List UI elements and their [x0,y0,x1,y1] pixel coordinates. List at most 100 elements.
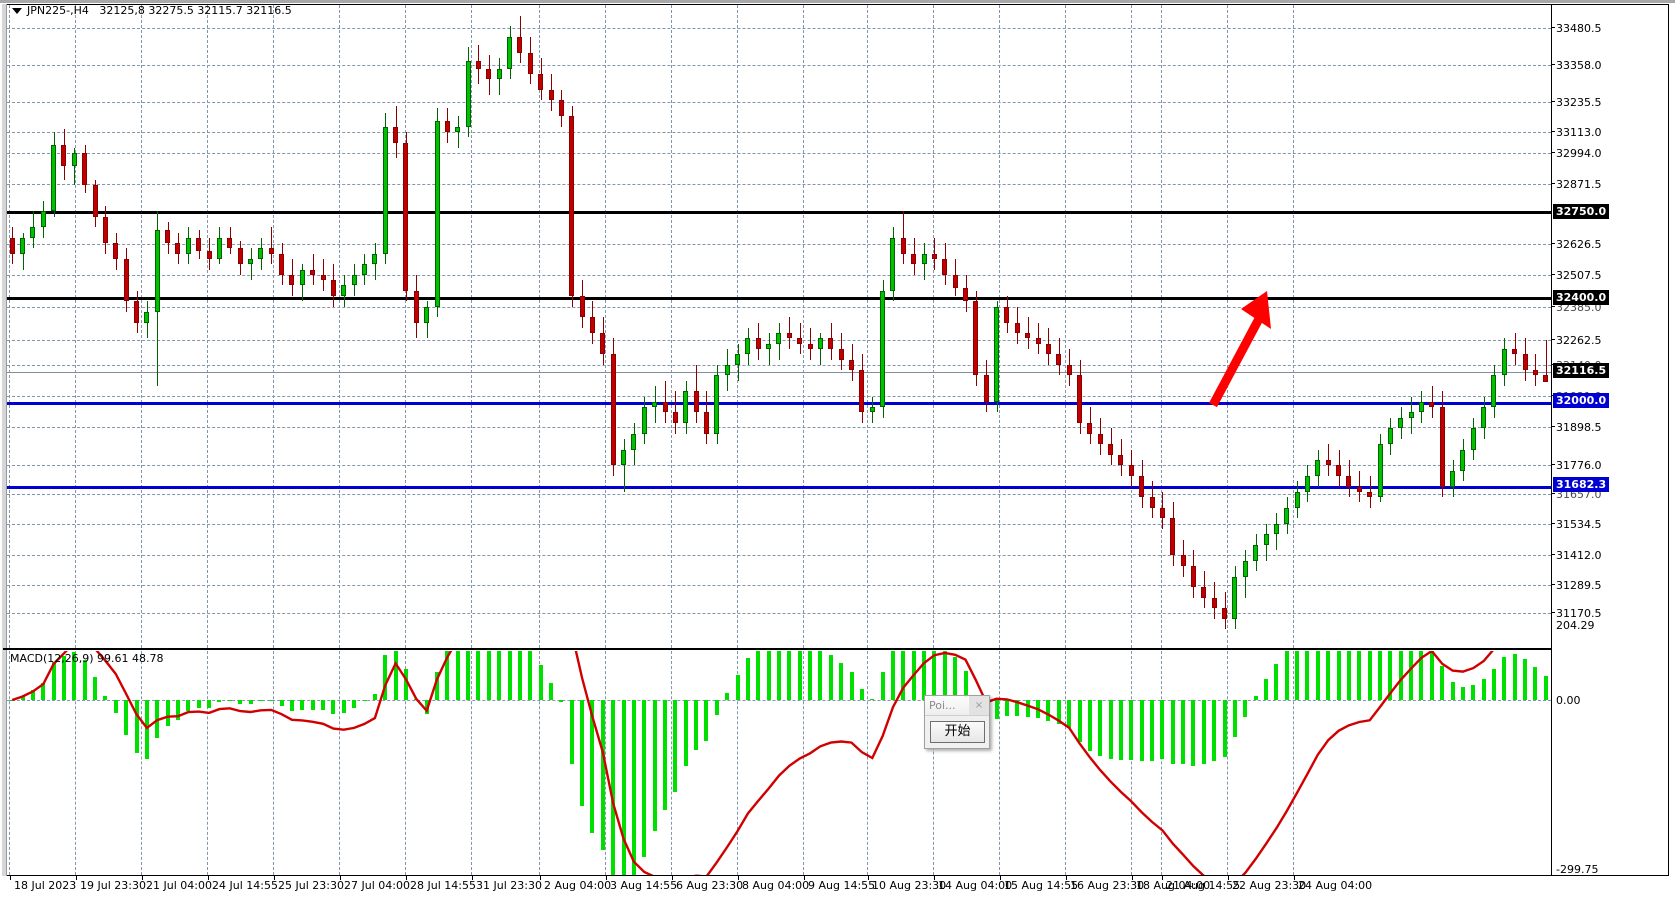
close-icon[interactable]: × [969,696,989,715]
candlestick [846,5,856,648]
time-axis-label: 22 Aug 23:30 [1232,879,1307,892]
price-gridline [7,65,1551,66]
macd-histogram-bar [124,700,129,736]
macd-histogram-bar [403,669,408,700]
candlestick [59,5,69,648]
time-gridline [141,651,142,875]
macd-histogram-bar [777,651,781,700]
macd-histogram-bar [1450,681,1455,700]
candlestick [1023,5,1033,648]
macd-histogram-bar [321,700,326,711]
macd-histogram-bar [1139,700,1144,762]
time-axis[interactable]: 18 Jul 2023 19 Jul 23:30 21 Jul 04:00 24 Ju… [2,876,1669,898]
candlestick [1364,5,1374,648]
candlestick [950,5,960,648]
macd-histogram-bar [1388,651,1393,700]
macd-histogram-bar [10,700,15,701]
macd-histogram-bar [1201,700,1206,765]
candlestick [1230,5,1240,648]
macd-histogram-bar [849,671,854,700]
macd-histogram-bar [1243,700,1248,717]
start-button[interactable]: 开始 [930,721,985,743]
price-axis-label: 32262.5 [1551,335,1602,346]
price-level-line[interactable] [7,211,1551,214]
candlestick [1261,5,1271,648]
candlestick [349,5,359,648]
macd-histogram-bar [1419,651,1424,700]
price-level-tag[interactable]: 32000.0 [1553,393,1610,408]
macd-histogram-bar [1315,651,1320,700]
time-gridline [1131,5,1132,648]
candlestick [681,5,691,648]
macd-histogram-bar [1533,666,1538,700]
macd-histogram-bar [445,651,450,700]
macd-histogram-bar [839,663,844,700]
time-tick [1000,876,1001,880]
macd-histogram-bar [248,700,253,705]
macd-histogram-bar [1409,651,1414,700]
time-tick [142,876,143,880]
price-chart-plot[interactable] [7,5,1551,648]
macd-histogram-bar [859,689,864,700]
macd-histogram-bar [1170,700,1175,764]
candlestick [1157,5,1167,648]
time-gridline [1131,651,1132,875]
macd-histogram-bar [103,696,108,700]
candlestick [1416,5,1426,648]
price-level-line[interactable] [7,372,1551,373]
price-gridline [7,153,1551,154]
macd-histogram-bar [93,677,98,700]
price-level-line[interactable] [7,402,1551,405]
time-gridline [1065,651,1066,875]
candlestick [1064,5,1074,648]
price-scale-divider [1551,4,1552,876]
macd-chart-plot[interactable] [7,651,1551,875]
macd-histogram-bar [1160,700,1165,759]
macd-histogram-bar [517,651,522,700]
left-gutter [2,4,7,876]
candlestick [1147,5,1157,648]
candlestick [763,5,773,648]
price-level-tag[interactable]: 32400.0 [1553,290,1610,305]
price-gridline [7,275,1551,276]
macd-histogram-bar [828,655,833,700]
macd-signal-line [11,651,1494,875]
candlestick [1354,5,1364,648]
point-dialog[interactable]: Poi... × 开始 [924,695,990,749]
candlestick [17,5,27,648]
price-level-line[interactable] [7,297,1551,300]
macd-histogram-bar [1253,696,1258,700]
candlestick [1240,5,1250,648]
candlestick [867,5,877,648]
triangle-down-icon[interactable] [12,8,22,14]
window-top-bar [0,0,1675,3]
macd-histogram-bar [486,651,491,700]
macd-axis-label: -299.75 [1556,863,1599,876]
macd-histogram-bar [963,671,968,700]
price-level-tag[interactable]: 31682.3 [1553,477,1610,492]
candlestick [80,5,90,648]
price-axis-label: 31657.0 [1551,489,1602,500]
macd-histogram-bar [1502,656,1507,700]
macd-histogram-bar [725,693,730,700]
macd-histogram-bar [196,700,201,709]
candlestick [836,5,846,648]
time-axis-label: 8 Aug 04:00 [742,879,810,892]
candlestick [567,5,577,648]
time-tick [1294,876,1295,880]
arrow-up-annotation[interactable] [1195,285,1285,410]
candlestick [194,5,204,648]
macd-histogram-bar [1087,700,1092,751]
candlestick [649,5,659,648]
price-level-tag[interactable]: 32116.5 [1553,363,1610,378]
price-level-tag[interactable]: 32750.0 [1553,204,1610,219]
price-level-line[interactable] [7,486,1551,489]
time-axis-label: 14 Aug 04:00 [938,879,1013,892]
price-gridline [7,365,1551,366]
macd-histogram-bar [663,700,667,810]
candlestick [235,5,245,648]
macd-histogram-bar [279,700,284,706]
time-axis-label: 21 Aug 14:55 [1166,879,1241,892]
macd-histogram-bar [186,700,191,712]
candlestick [691,5,701,648]
